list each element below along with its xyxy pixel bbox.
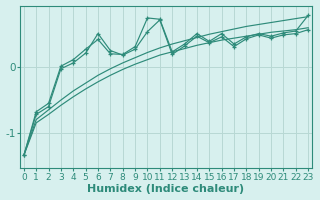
- X-axis label: Humidex (Indice chaleur): Humidex (Indice chaleur): [87, 184, 244, 194]
